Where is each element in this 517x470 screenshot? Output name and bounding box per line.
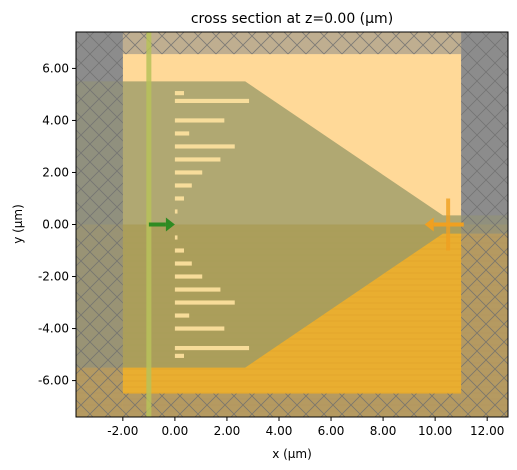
grating-bar bbox=[174, 144, 235, 149]
x-tick-label: -2.00 bbox=[107, 424, 138, 438]
y-tick-label: -2.00 bbox=[38, 270, 69, 284]
grating-bar bbox=[174, 345, 250, 351]
x-tick-label: 8.00 bbox=[370, 424, 397, 438]
grating-bar bbox=[174, 131, 190, 136]
grating-bar bbox=[174, 248, 184, 253]
monitor-direction-arrow bbox=[424, 217, 464, 232]
grating-bar bbox=[174, 300, 235, 305]
pml-hatch bbox=[461, 32, 508, 417]
grating-bar bbox=[174, 91, 184, 96]
x-tick-label: 12.00 bbox=[470, 424, 504, 438]
y-tick-label: 2.00 bbox=[42, 165, 69, 179]
y-tick-label: 4.00 bbox=[42, 113, 69, 127]
x-tick-label: 10.00 bbox=[418, 424, 452, 438]
y-tick-label: -6.00 bbox=[38, 374, 69, 388]
grating-bar bbox=[174, 326, 225, 331]
grating-bar bbox=[174, 196, 184, 201]
grating-bar bbox=[174, 118, 225, 123]
grating-bar bbox=[174, 170, 203, 175]
source-direction-arrow bbox=[148, 217, 175, 232]
grating-bar bbox=[174, 235, 178, 240]
taper-structure bbox=[76, 81, 508, 368]
grating-bar bbox=[174, 157, 221, 162]
x-tick-label: 0.00 bbox=[162, 424, 189, 438]
grating-bar bbox=[174, 274, 203, 279]
grating-bar bbox=[174, 209, 178, 214]
plot-area bbox=[76, 32, 508, 417]
y-axis: 6.00 4.00 2.00 0.00 -2.00 -4.00 -6.00 bbox=[38, 61, 76, 388]
x-tick-label: 4.00 bbox=[266, 424, 293, 438]
y-axis-label: y (μm) bbox=[11, 204, 25, 244]
grating-bar bbox=[174, 313, 190, 318]
x-axis: -2.00 0.00 2.00 4.00 6.00 8.00 10.00 12.00 bbox=[107, 417, 504, 438]
grating-bar bbox=[174, 261, 192, 266]
grating-bar bbox=[174, 287, 221, 292]
pml-hatch bbox=[122, 32, 462, 55]
chart-title: cross section at z=0.00 (μm) bbox=[191, 11, 393, 27]
y-tick-label: -4.00 bbox=[38, 322, 69, 336]
y-tick-label: 0.00 bbox=[42, 218, 69, 232]
x-tick-label: 2.00 bbox=[214, 424, 241, 438]
x-tick-label: 6.00 bbox=[318, 424, 345, 438]
grating-bar bbox=[174, 183, 192, 188]
pml-hatch bbox=[76, 32, 123, 417]
grating-bar bbox=[174, 98, 250, 104]
grating-bar bbox=[174, 353, 184, 358]
x-axis-label: x (μm) bbox=[272, 447, 312, 461]
y-tick-label: 6.00 bbox=[42, 61, 69, 75]
pml-hatch bbox=[122, 393, 462, 417]
